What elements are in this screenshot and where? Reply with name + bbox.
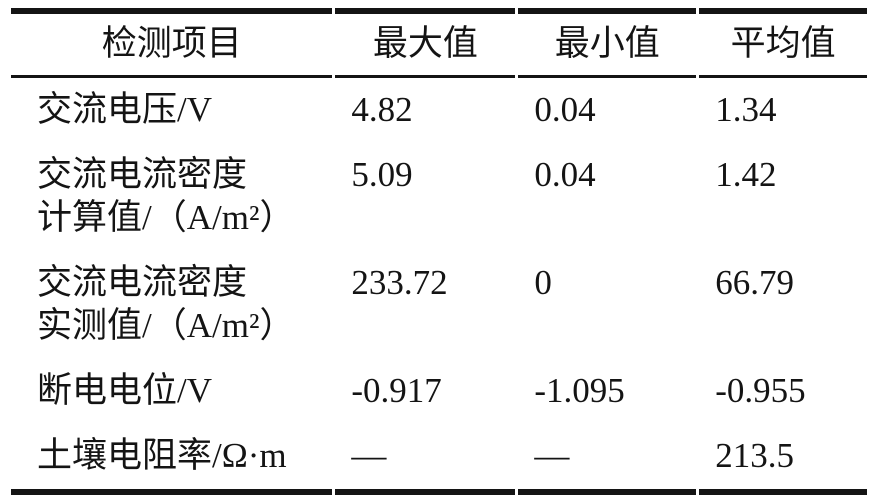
table-row: 断电电位/V -0.917 -1.095 -0.955 xyxy=(11,359,867,424)
col-header-min: 最小值 xyxy=(518,8,697,78)
cell-item: 交流电流密度 计算值/（A/m²） xyxy=(37,155,295,237)
table-row: 交流电压/V 4.82 0.04 1.34 xyxy=(11,78,867,143)
measurement-table: 检测项目 最大值 最小值 平均值 交流电压/V 4.82 0.04 1.34 交… xyxy=(8,8,870,495)
cell-max: — xyxy=(335,424,516,495)
cell-min: -1.095 xyxy=(534,371,625,410)
cell-avg: 1.42 xyxy=(715,155,777,194)
cell-max: 5.09 xyxy=(351,155,413,194)
cell-max: -0.917 xyxy=(351,371,442,410)
cell-item: 交流电流密度 实测值/（A/m²） xyxy=(37,263,295,345)
cell-avg: 66.79 xyxy=(715,263,794,302)
col-header-max: 最大值 xyxy=(335,8,516,78)
cell-max: 4.82 xyxy=(351,90,413,129)
cell-item: 土壤电阻率/Ω·m xyxy=(11,424,333,495)
cell-avg: 213.5 xyxy=(699,424,867,495)
col-header-avg: 平均值 xyxy=(699,8,867,78)
cell-avg: -0.955 xyxy=(715,371,806,410)
cell-avg: 1.34 xyxy=(715,90,777,129)
header-row: 检测项目 最大值 最小值 平均值 xyxy=(11,8,867,78)
col-header-item: 检测项目 xyxy=(11,8,333,78)
cell-item: 断电电位/V xyxy=(37,371,213,410)
cell-min: — xyxy=(518,424,697,495)
cell-max: 233.72 xyxy=(351,263,448,302)
table-row: 土壤电阻率/Ω·m — — 213.5 xyxy=(11,424,867,495)
cell-min: 0.04 xyxy=(534,90,596,129)
table-row: 交流电流密度 实测值/（A/m²） 233.72 0 66.79 xyxy=(11,251,867,359)
cell-item: 交流电压/V xyxy=(37,90,213,129)
table-row: 交流电流密度 计算值/（A/m²） 5.09 0.04 1.42 xyxy=(11,143,867,251)
cell-min: 0 xyxy=(534,263,552,302)
cell-min: 0.04 xyxy=(534,155,596,194)
